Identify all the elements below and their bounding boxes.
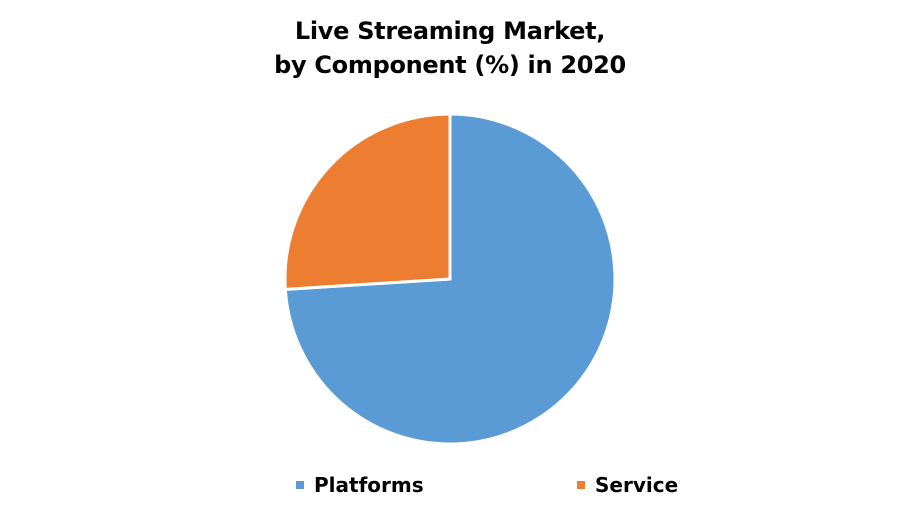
legend-item-platforms: Platforms [296,471,424,499]
legend-swatch-service [577,481,585,489]
chart-title: Live Streaming Market, by Component (%) … [0,14,900,82]
pie-slices [283,112,617,446]
legend-label-service: Service [595,473,679,497]
chart-title-line1: Live Streaming Market, [294,17,606,45]
chart-title-line2: by Component (%) in 2020 [274,51,626,79]
legend-item-service: Service [577,471,678,499]
pie-slice-service [283,112,452,291]
legend-swatch-platforms [296,481,304,489]
legend-label-platforms: Platforms [314,473,424,497]
